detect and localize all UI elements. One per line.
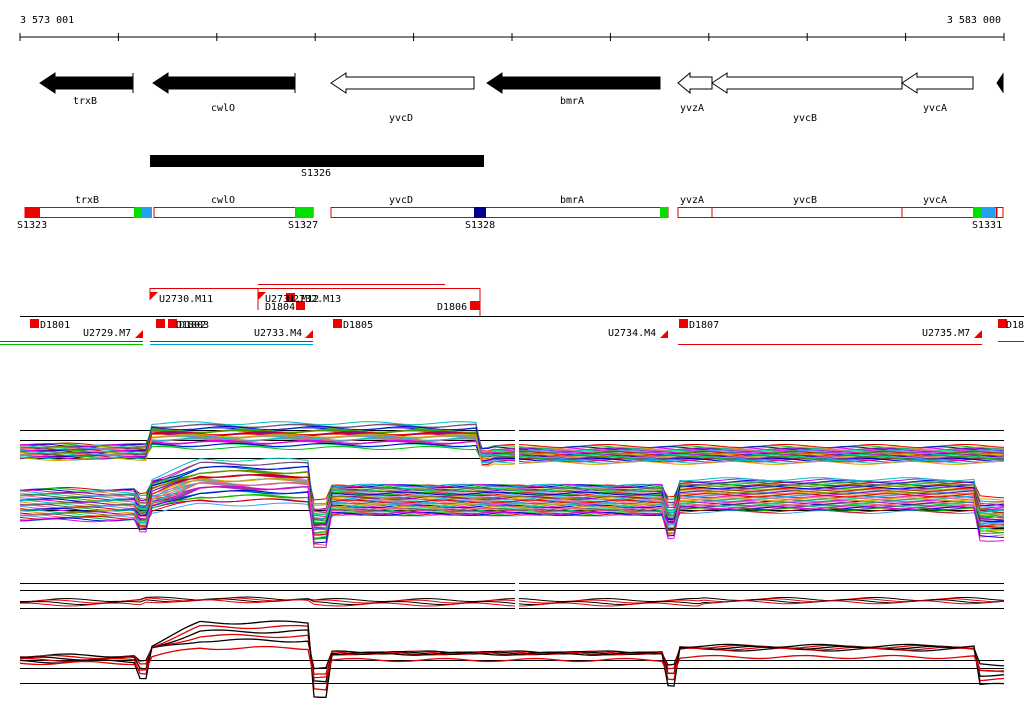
gap (515, 575, 519, 615)
profile-line (19, 436, 1005, 464)
ruler (19, 33, 1005, 41)
probe-label: U2731.M12 (265, 294, 319, 305)
operon-markers (25, 207, 995, 218)
probe-markers (30, 292, 1007, 338)
probe-label: D1805 (343, 320, 373, 331)
operon-label: yvcA (923, 195, 947, 206)
segment-label: S1327 (288, 220, 318, 231)
probe-label: D1807 (689, 320, 719, 331)
gene-label: bmrA (560, 96, 584, 107)
probe-label: D1802 (176, 320, 206, 331)
profile-line (19, 433, 1005, 467)
profile-line (19, 486, 1005, 531)
probe-label: D18 (1006, 320, 1024, 331)
probe-label: D1803 (179, 320, 209, 331)
probe-label: D1804 (265, 302, 295, 313)
operon-label: yvzA (680, 195, 704, 206)
profile-line (19, 477, 1005, 543)
profile-line (19, 461, 1005, 526)
probe-label: U2730.M11 (159, 294, 213, 305)
profile-line (19, 485, 1005, 549)
profile-line (19, 633, 1005, 675)
operon-label: bmrA (560, 195, 584, 206)
profile-line (19, 457, 1005, 523)
probe-label: U2735.M7 (922, 328, 970, 339)
profile-line (19, 620, 1005, 698)
profile-line (19, 439, 1005, 463)
profile-line (19, 490, 1005, 525)
segment-label: S1326 (301, 168, 331, 179)
profile-line (19, 498, 1005, 536)
segment-label: S1331 (972, 220, 1002, 231)
gene-label: yvcB (793, 113, 817, 124)
probe-label: D1801 (40, 320, 70, 331)
operon-label: cwlO (211, 195, 235, 206)
profile-line (19, 485, 1005, 540)
profile-line (19, 465, 1005, 520)
profile-line (19, 481, 1005, 546)
profile-line (19, 645, 1005, 679)
probe-label: U2732.M13 (287, 294, 341, 305)
panel-frames (20, 430, 1004, 684)
gene-label: trxB (73, 96, 97, 107)
gene-track (39, 71, 1004, 95)
gene-label: yvcD (389, 113, 413, 124)
segment-bar (150, 155, 484, 167)
expression-profiles (19, 421, 1005, 698)
scale-end: 3 583 000 (947, 15, 1001, 26)
profile-line (19, 473, 1005, 539)
segment-label: S1328 (465, 220, 495, 231)
profile-line (19, 470, 1005, 505)
probe-label: U2729.M7 (83, 328, 131, 339)
gene-label: cwlO (211, 103, 235, 114)
operon-label: yvcD (389, 195, 413, 206)
probe-labels: U2730.M11 U2731.M12 U2732.M13 D1804 D180… (40, 294, 1024, 339)
gene-label: yvcA (923, 103, 947, 114)
operon-label: yvcB (793, 195, 817, 206)
scale-start: 3 573 001 (20, 15, 74, 26)
gene-labels: trxB cwlO yvcD bmrA yvzA yvcB yvcA (73, 96, 947, 124)
operon-labels: trxB cwlO yvcD bmrA yvzA yvcB yvcA S1323… (17, 195, 1002, 231)
segment-label: S1323 (17, 220, 47, 231)
probe-label: D1806 (437, 302, 467, 313)
profile-line (19, 465, 1005, 529)
probe-label: U2734.M4 (608, 328, 656, 339)
probe-label: U2733.M4 (254, 328, 302, 339)
profile-line (19, 466, 1005, 511)
gene-label: yvzA (680, 103, 704, 114)
gap (515, 420, 519, 470)
operon-label: trxB (75, 195, 99, 206)
operon-track (24, 207, 1004, 218)
profile-line (19, 599, 1005, 607)
profile-line (19, 428, 1005, 462)
profile-line (19, 469, 1005, 534)
